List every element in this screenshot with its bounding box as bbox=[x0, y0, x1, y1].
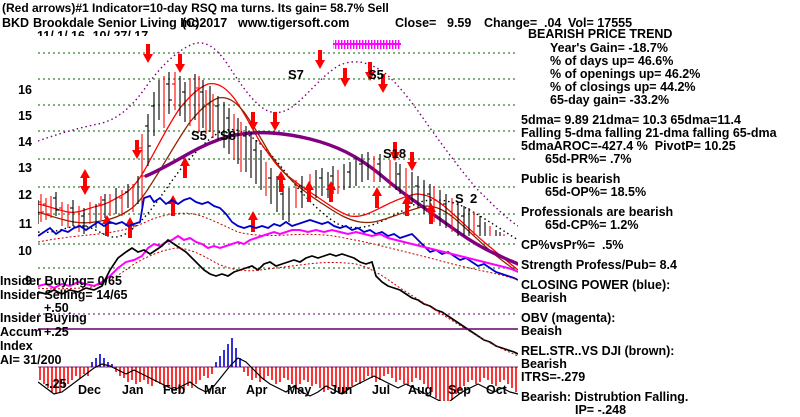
accum-title-line3: Index bbox=[0, 339, 33, 353]
accum-title-line2: Accum bbox=[0, 325, 42, 339]
analysis-report-panel: BEARISH PRICE TREND Year's Gain= -18.7% … bbox=[520, 27, 800, 417]
obv-label: OBV (magenta): bbox=[521, 311, 616, 325]
x-axis-month-oct: Oct bbox=[486, 383, 507, 397]
dma-values: 5dma= 9.89 21dma= 10.3 65dma=11.4 bbox=[521, 113, 741, 127]
copyright-notice: (C)2017 bbox=[182, 16, 228, 30]
website-link[interactable]: www.tigersoft.com bbox=[238, 16, 350, 30]
buy-arrow-icon bbox=[80, 157, 436, 238]
x-axis-month-mar: Mar bbox=[204, 383, 227, 397]
chart-canvas[interactable]: 16 15 14 13 12 11 10 9 bbox=[0, 36, 518, 401]
lower-band-line bbox=[38, 128, 518, 241]
relative-strength-line bbox=[38, 238, 518, 355]
closing-power-line bbox=[38, 194, 518, 281]
percent-openings-up: % of openings up= 46.2% bbox=[550, 67, 701, 81]
accum-plus25-label: +.25 bbox=[44, 325, 69, 339]
x-axis-month-aug: Aug bbox=[408, 383, 433, 397]
professional-sentiment: Professionals are bearish bbox=[521, 205, 674, 219]
public-sentiment: Public is bearish bbox=[521, 172, 621, 186]
signal-label-s8-mid: S8 bbox=[220, 128, 236, 143]
ma-long-line bbox=[144, 130, 518, 266]
signal-label-2-late: 2 bbox=[470, 191, 478, 206]
accum-index-value: AI= 31/200 bbox=[0, 353, 62, 367]
volume-value: Vol= 17555 bbox=[568, 16, 633, 30]
itrs-value: ITRS=-.279 bbox=[521, 370, 586, 384]
x-axis-month-jun: Jun bbox=[330, 383, 353, 397]
pr-percent-65day: 65d-PR%= .7% bbox=[545, 152, 632, 166]
obv-ma-line bbox=[38, 247, 518, 357]
signal-label-s7-top: S7 bbox=[288, 67, 304, 82]
sell-arrow-icon bbox=[80, 44, 417, 195]
sixtyfive-day-gain: 65-day gain= -33.2% bbox=[550, 93, 670, 107]
signal-label-s5-top: S5 bbox=[368, 67, 384, 82]
x-axis-month-feb: Feb bbox=[163, 383, 186, 397]
insider-buying-count: Insider Buying= 0/65 bbox=[0, 274, 122, 288]
relstr-value: Bearish bbox=[521, 357, 567, 371]
accum-plus50-label: +.50 bbox=[44, 301, 69, 315]
x-axis-month-may: May bbox=[287, 383, 312, 397]
close-value: 9.59 bbox=[447, 16, 472, 30]
indicator-headline: (Red arrows)#1 Indicator=10-day RSQ ma t… bbox=[2, 1, 389, 15]
distribution-status: Bearish: Distrubtion Falling. bbox=[521, 390, 689, 404]
upper-band-line bbox=[38, 42, 518, 227]
accum-index-line bbox=[38, 357, 518, 401]
y-axis-tick-16: 16 bbox=[18, 83, 32, 97]
strength-profess-pub: Strength Profess/Pub= 8.4 bbox=[521, 258, 677, 272]
closing-power-label: CLOSING POWER (blue): bbox=[521, 278, 671, 292]
y-axis-tick-11: 11 bbox=[18, 217, 32, 231]
y-axis-tick-10: 10 bbox=[18, 244, 32, 258]
accum-minus25-label: -.25 bbox=[45, 377, 67, 391]
insider-selling-count: Insider Selling= 14/65 bbox=[0, 288, 128, 302]
x-axis-month-jan: Jan bbox=[122, 383, 144, 397]
change-value: .04 bbox=[544, 16, 562, 30]
relstr-label: REL.STR..VS DJI (brown): bbox=[521, 344, 675, 358]
price-gridlines bbox=[38, 52, 518, 269]
close-label: Close= bbox=[395, 16, 437, 30]
signal-label-s5-mid: S5 bbox=[191, 128, 207, 143]
op-percent-65day: 65d-OP%= 18.5% bbox=[545, 185, 647, 199]
obv-line bbox=[38, 228, 518, 290]
accumulation-histogram bbox=[38, 338, 518, 401]
x-axis-month-jul: Jul bbox=[372, 383, 391, 397]
closing-power-value: Bearish bbox=[521, 291, 567, 305]
percent-closings-up: % of closings up= 44.2% bbox=[550, 80, 696, 94]
ticker-symbol: BKD bbox=[2, 16, 30, 30]
price-bars bbox=[38, 72, 505, 236]
x-axis-month-apr: Apr bbox=[246, 383, 268, 397]
y-axis-tick-12: 12 bbox=[18, 188, 32, 202]
signal-label-s18: S18 bbox=[383, 146, 407, 161]
accum-title-line1: Insider Buying bbox=[0, 311, 87, 325]
x-axis-month-dec: Dec bbox=[78, 383, 101, 397]
y-axis-tick-14: 14 bbox=[18, 135, 32, 149]
signal-arrows bbox=[80, 44, 436, 238]
report-title: BEARISH PRICE TREND bbox=[528, 27, 673, 41]
obv-value: Beaish bbox=[521, 324, 562, 338]
ip-value: IP= -.248 bbox=[575, 403, 627, 417]
y-axis-tick-15: 15 bbox=[18, 109, 32, 123]
chart-plot-area[interactable] bbox=[38, 36, 518, 401]
signal-label-s-late: S bbox=[455, 191, 464, 206]
cp-percent-65day: 65d-CP%= 1.2% bbox=[545, 218, 639, 232]
years-gain: Year's Gain= -18.7% bbox=[550, 41, 668, 55]
aroc-pivot: 5dmaAROC=-427.4 % PivotP= 10.25 bbox=[521, 139, 736, 153]
company-name: Brookdale Senior Living Inc bbox=[33, 16, 199, 30]
y-axis-tick-9: 9 bbox=[25, 274, 32, 288]
percent-days-up: % of days up= 46.6% bbox=[550, 54, 674, 68]
cp-vs-pr: CP%vsPr%= .5% bbox=[521, 238, 624, 252]
y-axis-tick-13: 13 bbox=[18, 161, 32, 175]
dma-trend: Falling 5-dma falling 21-dma falling 65-… bbox=[521, 126, 777, 140]
x-axis-month-sep: Sep bbox=[448, 383, 471, 397]
change-label: Change= bbox=[484, 16, 538, 30]
